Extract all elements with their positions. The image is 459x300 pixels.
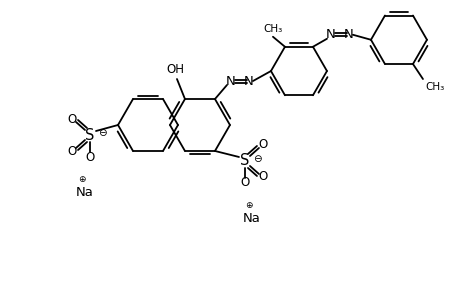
Text: N: N <box>325 28 335 41</box>
Text: CH₃: CH₃ <box>424 82 443 92</box>
Text: N: N <box>225 74 235 88</box>
Text: O: O <box>67 112 77 125</box>
Text: N: N <box>244 74 253 88</box>
Text: Na: Na <box>242 212 260 226</box>
Text: ⊖: ⊖ <box>252 154 261 164</box>
Text: O: O <box>258 139 267 152</box>
Text: Na: Na <box>76 187 94 200</box>
Text: N: N <box>343 28 353 41</box>
Text: O: O <box>240 176 249 190</box>
Text: O: O <box>258 170 267 184</box>
Text: O: O <box>85 151 95 164</box>
Text: S: S <box>240 154 249 169</box>
Text: O: O <box>67 145 77 158</box>
Text: ⊕: ⊕ <box>245 202 252 211</box>
Text: ⊖: ⊖ <box>98 128 106 138</box>
Text: S: S <box>85 128 95 142</box>
Text: OH: OH <box>166 63 184 76</box>
Text: CH₃: CH₃ <box>263 24 282 34</box>
Text: ⊕: ⊕ <box>78 176 85 184</box>
